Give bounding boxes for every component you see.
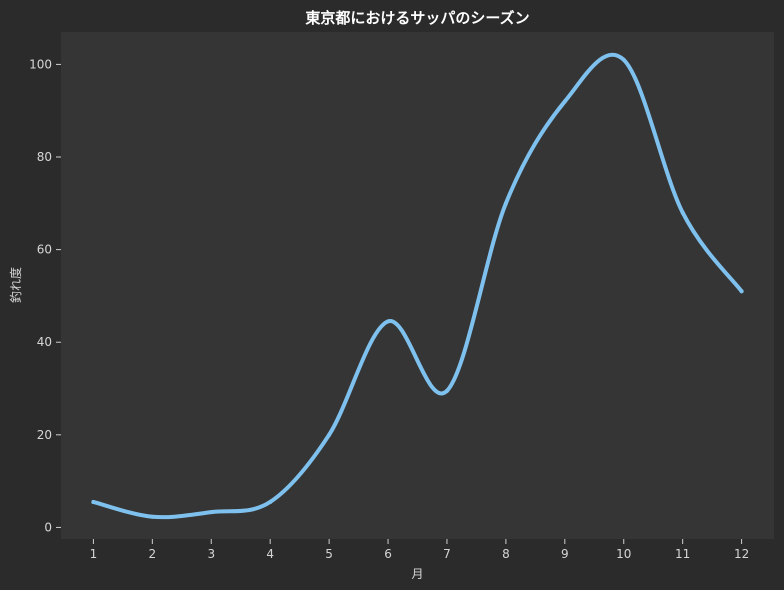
y-tick-label: 80 (37, 150, 52, 164)
data-point (91, 499, 96, 504)
data-point (444, 388, 449, 393)
data-point (209, 510, 214, 515)
x-tick-label: 1 (90, 547, 98, 561)
x-axis-label: 月 (411, 567, 423, 581)
x-tick-label: 7 (443, 547, 451, 561)
x-tick-label: 11 (675, 547, 690, 561)
y-axis-label: 釣れ度 (8, 267, 23, 303)
y-tick-label: 40 (37, 335, 52, 349)
x-tick-label: 6 (384, 547, 392, 561)
y-axis-ticks: 0 20 40 60 80 100 (29, 57, 61, 534)
x-tick-label: 10 (616, 547, 631, 561)
y-tick-label: 100 (29, 57, 52, 71)
chart-title: 東京都におけるサッパのシーズン (305, 9, 529, 27)
x-tick-label: 3 (207, 547, 215, 561)
data-point (150, 514, 155, 519)
y-tick-label: 0 (44, 520, 52, 534)
x-axis-ticks: 1 2 3 4 5 6 7 8 9 10 11 12 (90, 539, 749, 561)
data-point (680, 210, 685, 215)
x-tick-label: 2 (149, 547, 157, 561)
y-tick-label: 20 (37, 428, 52, 442)
x-tick-label: 12 (734, 547, 749, 561)
data-point (739, 289, 744, 294)
plot-area (61, 32, 774, 539)
data-point (386, 319, 391, 324)
data-point (268, 499, 273, 504)
x-tick-label: 9 (561, 547, 569, 561)
x-tick-label: 8 (502, 547, 510, 561)
data-point (327, 432, 332, 437)
data-point (503, 201, 508, 206)
data-point (562, 99, 567, 104)
y-tick-label: 60 (37, 243, 52, 257)
data-point (621, 57, 626, 62)
x-tick-label: 4 (266, 547, 274, 561)
x-tick-label: 5 (325, 547, 333, 561)
series-group (91, 52, 744, 520)
